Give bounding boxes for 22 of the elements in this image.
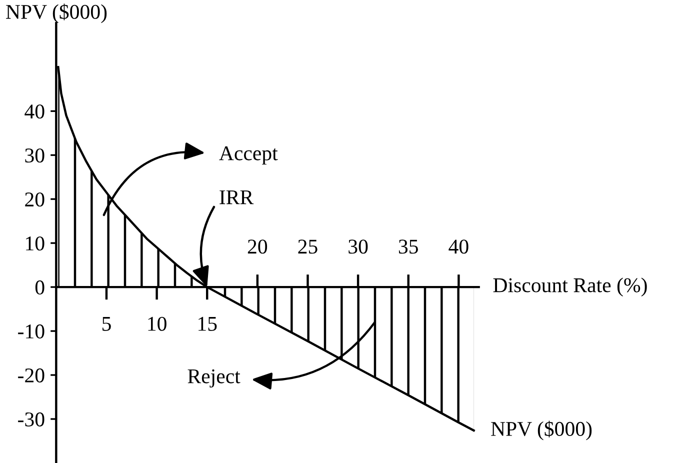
x2-tick-label: 35 <box>398 240 418 254</box>
x-tick-label: 15 <box>198 316 217 331</box>
x2-tick-label: 40 <box>448 240 468 254</box>
y-tick-label: 0 <box>35 280 44 294</box>
annotation: Accept <box>219 146 278 165</box>
x2-tick-label: 20 <box>248 240 268 254</box>
x2-tick-label: 30 <box>348 240 368 254</box>
y-tick-label: 20 <box>25 192 44 207</box>
y-tick-label: -30 <box>18 412 44 426</box>
x2-tick-label: 25 <box>298 240 318 254</box>
annotation: Reject <box>188 369 240 388</box>
annotation: IRR <box>220 190 254 204</box>
y-tick-label: 10 <box>26 236 44 251</box>
x-axis-title: Discount Rate (%) <box>493 278 647 297</box>
y-axis-title: NPV ($000) <box>6 4 107 24</box>
x-tick-label: 10 <box>148 316 166 331</box>
y-tick-label: -20 <box>18 368 44 382</box>
x-tick-label: 5 <box>102 317 111 331</box>
y-tick-label: -10 <box>18 324 44 338</box>
y-tick-label: 30 <box>25 148 44 163</box>
y-tick-label: 40 <box>24 104 44 119</box>
series-label: NPV ($000) <box>491 420 592 440</box>
